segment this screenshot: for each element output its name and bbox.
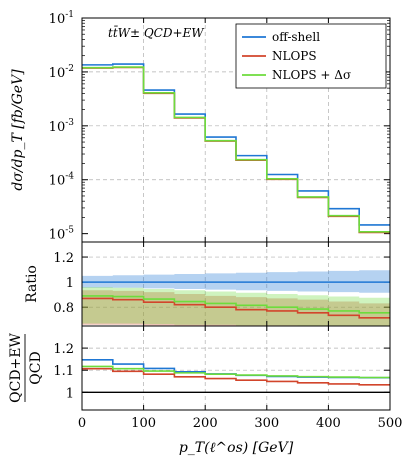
main-series-line-2 <box>82 66 390 233</box>
qcdew-y-tick-label: 1.1 <box>53 364 74 379</box>
main-y-tick-label: 10-1 <box>49 10 74 27</box>
qcdew-y-label-numerator: QCD+EW <box>8 333 24 403</box>
legend-label-1: NLOPS <box>272 49 317 63</box>
main-y-axis-label: dσ/dp_T [fb/GeV] <box>10 69 26 191</box>
x-tick-label: 400 <box>316 416 341 431</box>
qcdew-y-axis-label: QCD+EW QCD <box>8 333 44 403</box>
ratio-y-tick-label: 1 <box>66 276 74 291</box>
x-tick-label: 100 <box>131 416 156 431</box>
ratio-y-axis-label: Ratio <box>24 265 40 303</box>
main-y-tick-label: 10-2 <box>49 64 74 81</box>
x-axis-label: p_T(ℓ^os) [GeV] <box>179 440 294 456</box>
ratio-y-tick-label: 1.2 <box>53 251 74 266</box>
ratio-series-line-1 <box>82 297 390 319</box>
qcdew-y-tick-label: 1 <box>66 386 74 401</box>
main-y-tick-label: 10-3 <box>49 118 75 135</box>
x-tick-label: 500 <box>378 416 403 431</box>
x-tick-label: 300 <box>254 416 279 431</box>
qcdew-y-tick-label: 1.2 <box>53 342 74 357</box>
x-tick-label: 200 <box>193 416 218 431</box>
qcdew-series-line-2 <box>82 365 390 379</box>
ratio-y-tick-label: 0.8 <box>53 301 74 316</box>
legend-label-2: NLOPS + Δσ <box>272 68 351 82</box>
x-tick-label: 0 <box>78 416 86 431</box>
main-y-tick-label: 10-4 <box>49 172 75 189</box>
chart-annotation: tt̄W± QCD+EW <box>108 24 205 40</box>
legend-label-0: off-shell <box>272 30 320 44</box>
main-y-tick-label: 10-5 <box>49 226 75 243</box>
ratio-series-line-2 <box>82 295 390 314</box>
qcdew-panel-frame <box>81 325 391 411</box>
qcdew-y-label-denominator: QCD <box>28 351 44 384</box>
